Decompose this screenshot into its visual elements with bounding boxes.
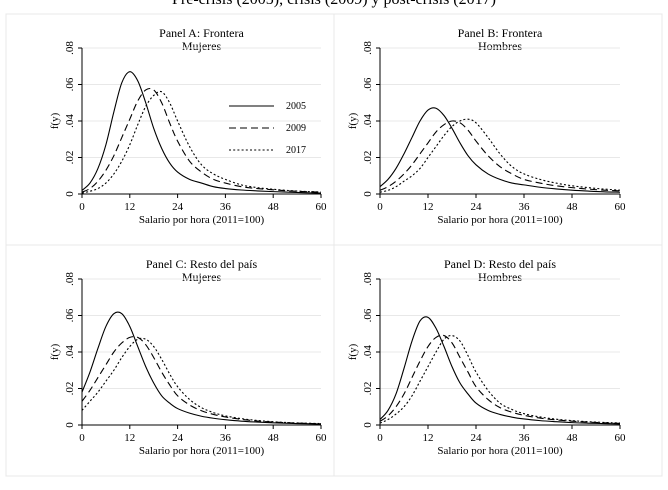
y-tick-label: .02 [362, 151, 374, 165]
panel-title: Panel D: Resto del país [444, 257, 556, 271]
x-tick-label: 48 [567, 201, 579, 213]
x-tick-label: 60 [316, 201, 328, 213]
series-line-2017 [81, 337, 322, 425]
panel-background [333, 13, 663, 246]
x-tick-label: 60 [615, 201, 627, 213]
x-tick-label: 36 [519, 201, 531, 213]
x-tick-label: 48 [268, 432, 280, 444]
series-line-2005 [379, 107, 621, 193]
series-line-2005 [379, 316, 621, 425]
panel-background [5, 244, 335, 477]
x-tick-label: 60 [316, 432, 328, 444]
x-tick-label: 24 [172, 432, 184, 444]
panel-title: Panel C: Resto del país [146, 257, 258, 271]
panel-subtitle: Hombres [478, 39, 522, 53]
x-tick-label: 48 [268, 201, 280, 213]
y-tick-label: .08 [362, 272, 374, 286]
panel-background [5, 13, 335, 246]
y-tick-label: .04 [64, 114, 76, 128]
panel-title: Panel B: Frontera [458, 26, 543, 40]
x-tick-label: 36 [220, 432, 232, 444]
y-tick-label: .02 [362, 382, 374, 396]
series-line-2009 [81, 87, 322, 193]
series-line-2009 [379, 120, 621, 192]
x-tick-label: 36 [220, 201, 232, 213]
x-tick-label: 24 [471, 201, 483, 213]
y-tick-label: .06 [362, 308, 374, 322]
x-tick-label: 0 [79, 201, 85, 213]
y-tick-label: .06 [64, 308, 76, 322]
y-tick-label: .04 [64, 345, 76, 359]
panel-subtitle: Hombres [478, 270, 522, 284]
series-line-2009 [379, 334, 621, 424]
x-axis-label: Salario por hora (2011=100) [437, 445, 563, 457]
legend-label-2005: 2005 [286, 101, 306, 112]
y-axis-label: f(y) [49, 343, 61, 360]
x-tick-label: 0 [377, 201, 383, 213]
x-axis-label: Salario por hora (2011=100) [139, 445, 265, 457]
x-tick-label: 24 [471, 432, 483, 444]
panel-subtitle: Mujeres [182, 39, 222, 53]
x-tick-label: 12 [423, 432, 434, 444]
y-axis-label: f(y) [347, 112, 359, 129]
x-tick-label: 12 [423, 201, 434, 213]
x-tick-label: 60 [615, 432, 627, 444]
series-line-2017 [379, 118, 621, 193]
figure-title: Pre-crisis (2005), crisis (2009) y post-… [0, 0, 668, 9]
x-axis-label: Salario por hora (2011=100) [139, 214, 265, 226]
panel-subtitle: Mujeres [182, 270, 222, 284]
y-tick-label: .02 [64, 151, 76, 165]
y-tick-label: .04 [362, 114, 374, 128]
panel-background [333, 244, 663, 477]
series-line-2005 [81, 311, 322, 425]
series-line-2009 [81, 336, 322, 425]
y-tick-label: .06 [362, 77, 374, 91]
series-line-2017 [81, 90, 322, 194]
legend-label-2017: 2017 [286, 145, 306, 156]
y-tick-label: 0 [362, 191, 374, 197]
y-tick-label: 0 [362, 422, 374, 428]
x-tick-label: 48 [567, 432, 579, 444]
y-tick-label: .06 [64, 77, 76, 91]
panel-title: Panel A: Frontera [159, 26, 244, 40]
x-tick-label: 12 [124, 432, 135, 444]
y-axis-label: f(y) [347, 343, 359, 360]
y-axis-label: f(y) [49, 112, 61, 129]
x-tick-label: 12 [124, 201, 135, 213]
series-line-2017 [379, 334, 621, 424]
x-tick-label: 24 [172, 201, 184, 213]
y-tick-label: .08 [362, 41, 374, 55]
y-tick-label: .04 [362, 345, 374, 359]
x-axis-label: Salario por hora (2011=100) [437, 214, 563, 226]
y-tick-label: 0 [64, 422, 76, 428]
y-tick-label: .08 [64, 272, 76, 286]
x-tick-label: 0 [79, 432, 85, 444]
y-tick-label: 0 [64, 191, 76, 197]
x-tick-label: 0 [377, 432, 383, 444]
y-tick-label: .08 [64, 41, 76, 55]
series-line-2005 [81, 71, 322, 194]
legend: 2005 2009 2017 [229, 101, 306, 156]
y-tick-label: .02 [64, 382, 76, 396]
x-tick-label: 36 [519, 432, 531, 444]
legend-label-2009: 2009 [286, 123, 306, 134]
